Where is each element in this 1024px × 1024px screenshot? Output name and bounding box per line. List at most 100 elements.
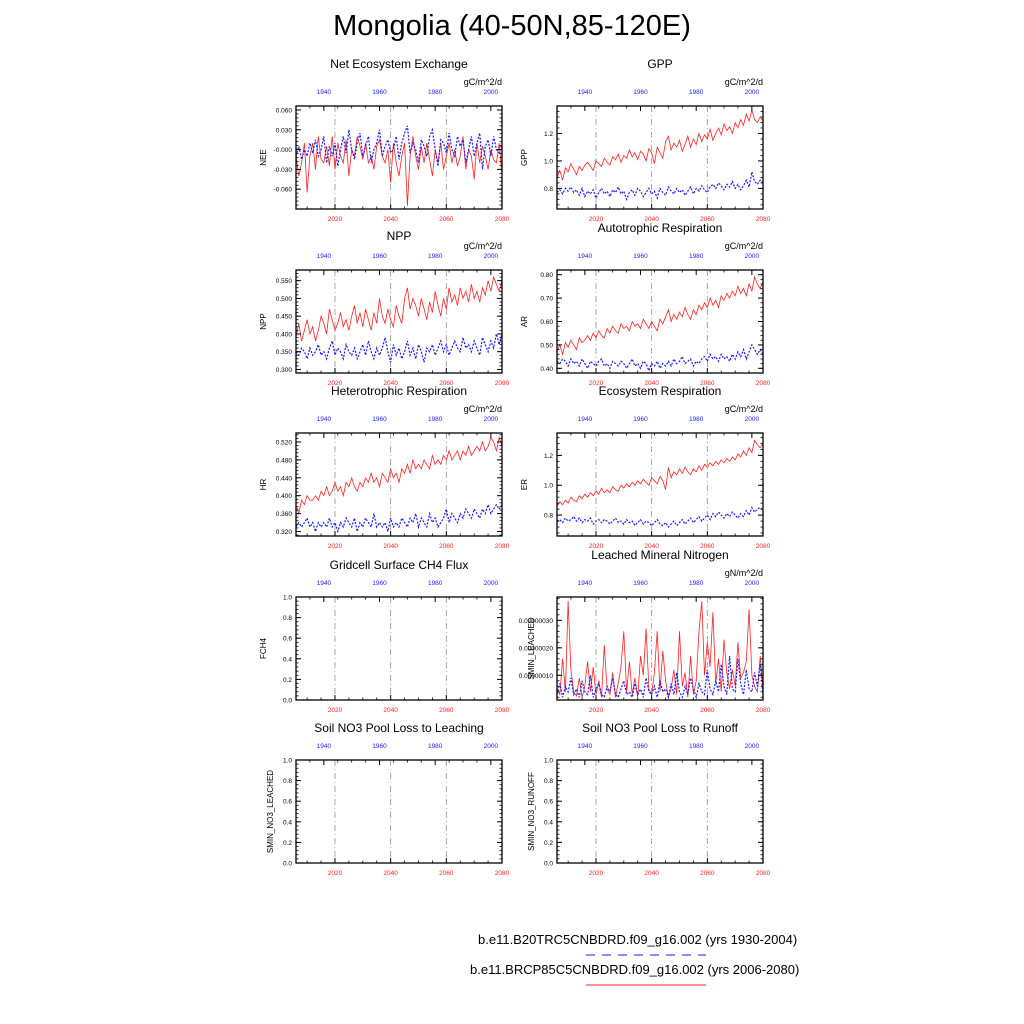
series-future-line — [556, 108, 764, 181]
x-tick-label-top: 2000 — [484, 580, 499, 587]
y-tick-label: 0.440 — [276, 475, 293, 482]
y-axis-label: HR — [259, 479, 268, 491]
panel-title: Soil NO3 Pool Loss to Leaching — [314, 721, 483, 735]
y-tick-label: 0.8 — [283, 778, 292, 785]
panel-units: gC/m^2/d — [725, 241, 763, 251]
panel-units: gC/m^2/d — [464, 241, 502, 251]
x-tick-label-bottom: 2020 — [589, 870, 604, 877]
x-tick-label-bottom: 2080 — [756, 543, 771, 550]
y-tick-label: 0.6 — [544, 799, 553, 806]
x-tick-label-top: 1960 — [372, 253, 387, 260]
x-tick-label-top: 1980 — [689, 253, 704, 260]
plot-frame — [556, 596, 764, 701]
y-axis-label: NPP — [259, 313, 268, 329]
y-tick-label: 0.300 — [276, 367, 293, 374]
x-tick-label-bottom: 2040 — [383, 707, 398, 714]
x-tick-label-bottom: 2060 — [439, 380, 454, 387]
y-tick-label: 0.6 — [283, 799, 292, 806]
x-tick-label-top: 1960 — [372, 580, 387, 587]
y-tick-label: -0.030 — [274, 167, 293, 174]
x-tick-label-top: 2000 — [484, 743, 499, 750]
x-tick-label-top: 1980 — [689, 89, 704, 96]
x-tick-label-bottom: 2040 — [383, 380, 398, 387]
y-tick-label: 0.8 — [283, 615, 292, 622]
y-tick-label: 0.400 — [276, 493, 293, 500]
panel-title: Net Ecosystem Exchange — [330, 57, 468, 71]
x-tick-label-bottom: 2020 — [328, 380, 343, 387]
x-tick-label-bottom: 2040 — [383, 870, 398, 877]
x-tick-label-bottom: 2020 — [328, 707, 343, 714]
panel-title: Soil NO3 Pool Loss to Runoff — [582, 721, 739, 735]
y-tick-label: 0.50 — [540, 342, 553, 349]
panel-title: GPP — [647, 57, 672, 71]
x-tick-label-top: 1960 — [372, 743, 387, 750]
y-tick-label: 0.8 — [544, 186, 553, 193]
y-tick-label: 0.4 — [283, 656, 292, 663]
legend-historical-label: b.e11.B20TRC5CNBDRD.f09_g16.002 (yrs 193… — [478, 932, 798, 947]
panel-units: gC/m^2/d — [464, 404, 502, 414]
plot-frame — [556, 432, 764, 537]
series-historical-line — [295, 502, 503, 534]
series-historical-line — [556, 343, 764, 373]
x-tick-label-bottom: 2060 — [439, 707, 454, 714]
series-historical-line — [556, 171, 764, 202]
plot-frame — [295, 432, 503, 537]
y-axis-label: FCH4 — [259, 638, 268, 659]
panel-title: Autotrophic Respiration — [598, 221, 723, 235]
y-tick-label: 1.0 — [283, 595, 292, 602]
y-tick-label: 0.60 — [540, 319, 553, 326]
x-tick-label-top: 1980 — [689, 580, 704, 587]
series-future-line — [556, 439, 764, 507]
x-tick-label-bottom: 2040 — [383, 543, 398, 550]
x-tick-label-bottom: 2020 — [589, 707, 604, 714]
x-tick-label-bottom: 2020 — [328, 216, 343, 223]
y-tick-label: 0.80 — [540, 272, 553, 279]
panel-title: Ecosystem Respiration — [599, 384, 722, 398]
x-tick-label-bottom: 2060 — [700, 543, 715, 550]
y-tick-label: 1.0 — [544, 758, 553, 765]
y-tick-label: 0.8 — [544, 513, 553, 520]
x-tick-label-bottom: 2040 — [644, 543, 659, 550]
x-tick-label-top: 2000 — [745, 743, 760, 750]
x-tick-label-bottom: 2020 — [589, 543, 604, 550]
y-tick-label: 0.400 — [276, 331, 293, 338]
x-tick-label-bottom: 2060 — [700, 216, 715, 223]
panel-units: gC/m^2/d — [725, 404, 763, 414]
x-tick-label-bottom: 2040 — [644, 870, 659, 877]
panel-smin-no3-leached: Soil NO3 Pool Loss to Leaching 0.0 0.2 0.4 0… — [266, 721, 510, 877]
y-tick-label: 0.0 — [544, 861, 553, 868]
panel-gpp: GPP gC/m^2/d 0.8 1.0 1.2 2020 2040 2060 2080 1940… — [520, 57, 771, 223]
panel-nee: Net Ecosystem Exchange gC/m^2/d 0.060 0.030… — [259, 57, 510, 223]
y-tick-label: 0.500 — [276, 296, 293, 303]
x-tick-label-bottom: 2060 — [439, 543, 454, 550]
y-tick-label: 0.4 — [544, 819, 553, 826]
x-tick-label-bottom: 2060 — [439, 216, 454, 223]
x-tick-label-bottom: 2080 — [756, 216, 771, 223]
x-tick-label-bottom: 2080 — [756, 707, 771, 714]
panel-npp: NPP gC/m^2/d 0.300 0.350 0.400 0.450 0.500 0.55… — [259, 229, 510, 387]
x-tick-label-top: 2000 — [745, 416, 760, 423]
y-tick-label: 0.6 — [283, 636, 292, 643]
x-tick-label-bottom: 2020 — [328, 870, 343, 877]
y-tick-label: 0.060 — [276, 107, 293, 114]
x-tick-label-top: 1940 — [317, 416, 332, 423]
series-historical-line — [556, 656, 764, 700]
y-tick-label: 0.360 — [276, 511, 293, 518]
y-tick-label: 0.320 — [276, 529, 293, 536]
x-tick-label-bottom: 2080 — [756, 380, 771, 387]
x-tick-label-top: 1940 — [317, 253, 332, 260]
x-tick-label-top: 1980 — [428, 416, 443, 423]
panel-title: Heterotrophic Respiration — [331, 384, 467, 398]
panel-smin-no3-runoff: Soil NO3 Pool Loss to Runoff 0.0 0.2 0.4 0.6… — [527, 721, 771, 877]
x-tick-label-top: 1980 — [428, 89, 443, 96]
legend-future-label: b.e11.BRCP85C5CNBDRD.f09_g16.002 (yrs 20… — [470, 962, 800, 977]
x-tick-label-top: 2000 — [745, 89, 760, 96]
y-tick-label: 1.2 — [544, 453, 553, 460]
x-tick-label-bottom: 2060 — [700, 870, 715, 877]
panel-title: NPP — [387, 229, 412, 243]
x-tick-label-bottom: 2060 — [700, 380, 715, 387]
series-future-line — [556, 275, 764, 356]
x-tick-label-top: 2000 — [484, 416, 499, 423]
